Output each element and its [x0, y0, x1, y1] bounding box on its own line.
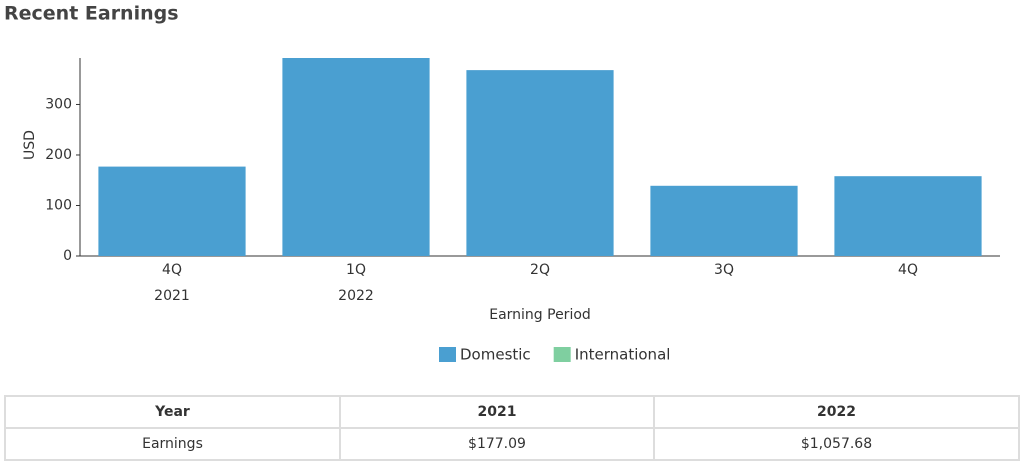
y-tick-label: 100	[45, 197, 72, 213]
y-tick-label: 300	[45, 96, 72, 112]
legend-label: International	[575, 346, 671, 364]
y-tick-label: 0	[63, 248, 72, 264]
x-tick-label: 2Q	[530, 262, 550, 278]
legend-swatch	[553, 347, 571, 362]
table-body: Earnings $177.09 $1,057.68	[4, 427, 1020, 461]
table-cell: Earnings	[4, 427, 341, 461]
table-cell: $1,057.68	[653, 427, 1020, 461]
chart-title: Recent Earnings	[4, 3, 179, 25]
bar	[466, 70, 614, 256]
x-tick-label: 4Q	[162, 262, 182, 278]
table-row: Earnings $177.09 $1,057.68	[4, 427, 1020, 461]
y-axis-title: USD	[22, 130, 38, 160]
chart: Recent Earnings USD Earning Period 0 100 2…	[4, 3, 1000, 364]
table-cell: $177.09	[339, 427, 655, 461]
header-cell: 2021	[339, 395, 655, 429]
x-tick-label: 4Q	[898, 262, 918, 278]
bar	[834, 176, 982, 256]
x-tick-year: 2021	[154, 288, 190, 304]
bar	[98, 166, 246, 256]
bar	[650, 185, 798, 256]
legend-swatch	[439, 347, 456, 362]
y-tick-label: 200	[45, 147, 72, 163]
legend-label: Domestic	[460, 346, 531, 364]
earnings-table: Year 2021 2022 Earnings $177.09 $1,057.68	[4, 395, 1020, 461]
header-cell: 2022	[653, 395, 1020, 429]
bar	[282, 58, 430, 256]
x-axis-title: Earning Period	[489, 307, 591, 323]
header-row: Year 2021 2022	[4, 395, 1020, 429]
x-tick-label: 1Q	[346, 262, 366, 278]
x-tick-label: 3Q	[714, 262, 734, 278]
x-tick-year: 2022	[338, 288, 374, 304]
header-cell: Year	[4, 395, 341, 429]
